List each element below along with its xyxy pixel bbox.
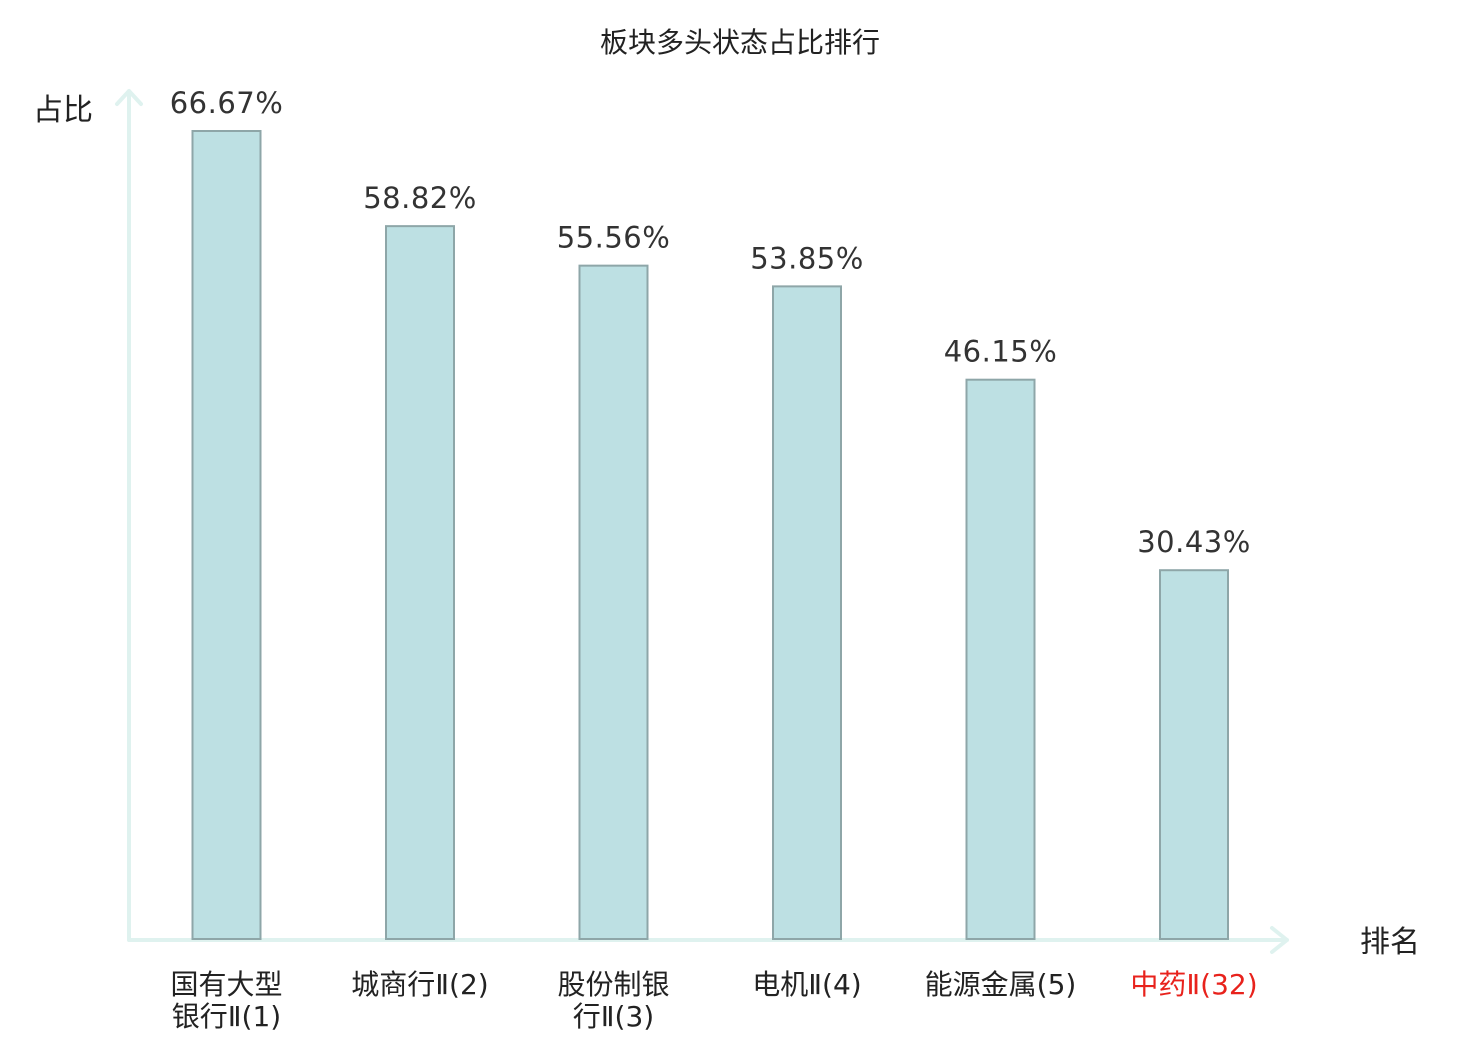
category-label: 银行Ⅱ(1) [172, 1000, 281, 1033]
category-label: 能源金属(5) [925, 968, 1077, 1001]
category-label: 电机Ⅱ(4) [752, 968, 861, 1001]
category-label: 股份制银 [557, 968, 669, 1001]
value-label: 30.43% [1137, 525, 1251, 559]
y-axis [115, 89, 143, 942]
y-axis-label: 占比 [33, 93, 93, 128]
bar [578, 264, 649, 940]
bar [965, 378, 1036, 941]
value-labels-group: 66.67% 58.82% 55.56% 53.85% 46.15% 30.43% [170, 86, 1251, 559]
category-label: 城商行Ⅱ(2) [351, 968, 488, 1001]
bar [191, 130, 262, 940]
category-label: 中药Ⅱ(32) [1130, 968, 1257, 1001]
x-axis [127, 926, 1289, 954]
value-label: 55.56% [557, 221, 671, 255]
value-label: 58.82% [363, 181, 477, 215]
bar [772, 285, 842, 941]
value-label: 46.15% [944, 335, 1058, 369]
category-label: 国有大型 [170, 968, 282, 1001]
x-axis-label: 排名 [1360, 925, 1420, 960]
bar [1159, 569, 1229, 940]
bar [385, 225, 455, 940]
category-label: 行Ⅱ(3) [573, 1000, 654, 1033]
value-label: 53.85% [750, 241, 864, 275]
bars-group [191, 130, 1229, 941]
value-label: 66.67% [170, 86, 284, 120]
chart-title: 板块多头状态占比排行 [600, 26, 880, 59]
